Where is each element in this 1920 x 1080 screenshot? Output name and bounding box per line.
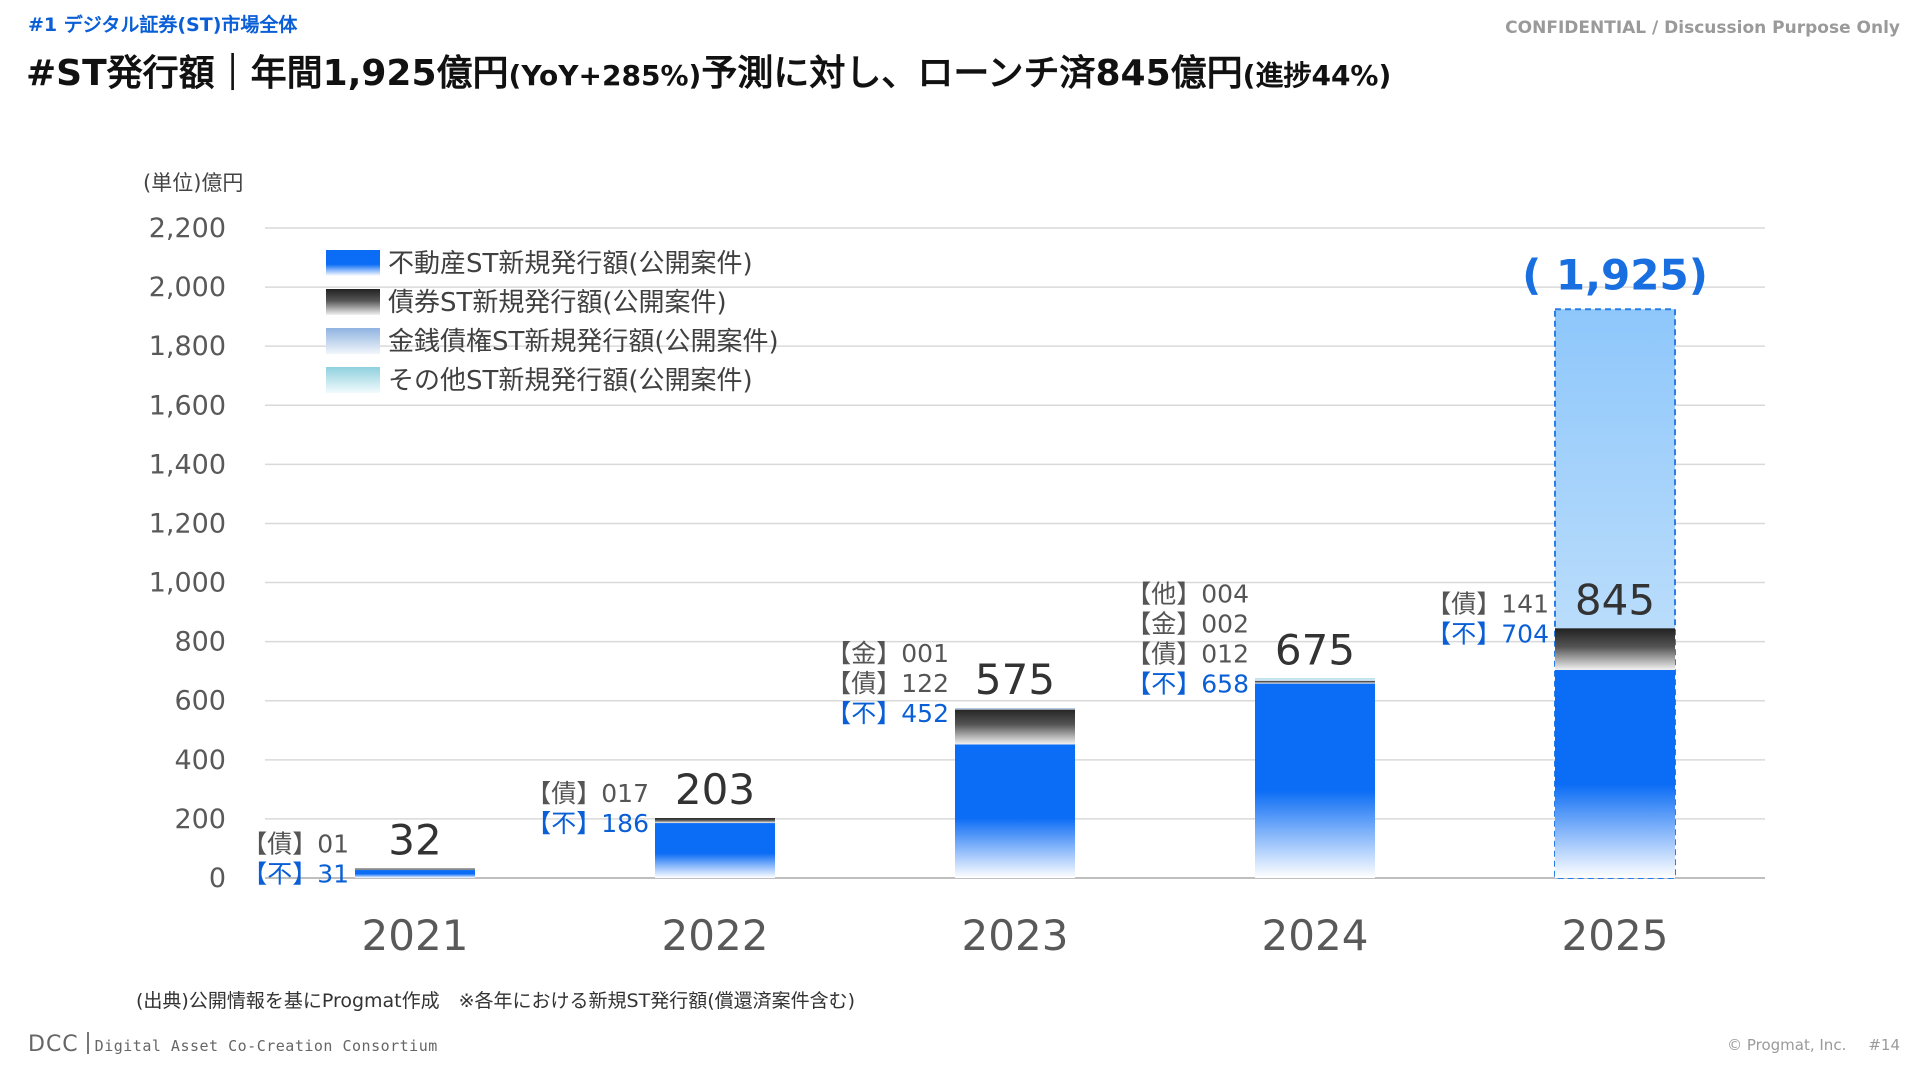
legend-swatch-0 (326, 250, 380, 276)
legend-label-3: その他ST新規発行額(公開案件) (388, 366, 753, 396)
page-title: #ST発行額｜年間1,925億円(YoY+285%)予測に対し、ローンチ済845… (26, 44, 1391, 96)
segment-label-2023: 【金】001 (826, 639, 949, 668)
segment-label-2024: 【債】012 (1126, 639, 1249, 668)
y-tick-label: 1,200 (149, 508, 226, 539)
y-axis-unit-label: (単位)億円 (143, 171, 243, 195)
title-part-3: 予測に対し、ローンチ済845億円 (701, 53, 1243, 94)
y-tick-label: 1,800 (149, 331, 226, 362)
legend-label-1: 債券ST新規発行額(公開案件) (388, 288, 727, 318)
legend-swatch-1 (326, 289, 380, 315)
legend-swatch-3 (326, 367, 380, 393)
y-tick-label: 1,600 (149, 390, 226, 421)
x-tick-label-2024: 2024 (1262, 911, 1369, 960)
legend-label-0: 不動産ST新規発行額(公開案件) (388, 249, 753, 279)
total-label-2022: 203 (675, 765, 755, 814)
y-tick-label: 2,200 (149, 213, 226, 244)
title-part-1: #ST発行額｜年間1,925億円 (26, 53, 509, 94)
y-tick-label: 600 (174, 686, 226, 717)
title-part-4: (進捗44%) (1242, 59, 1392, 92)
dcc-logo: DCC Digital Asset Co-Creation Consortium (28, 1032, 438, 1057)
bar-segment-2024-s2 (1255, 679, 1375, 681)
bar-segment-2024-s3 (1255, 678, 1375, 680)
segment-label-2022: 【不】186 (526, 809, 649, 838)
total-label-2025: 845 (1575, 575, 1655, 624)
forecast-label: ( 1,925) (1522, 250, 1708, 299)
bar-segment-2021-s1 (355, 868, 475, 871)
total-label-2023: 575 (975, 655, 1055, 704)
x-tick-label-2022: 2022 (662, 911, 769, 960)
segment-label-2021: 【債】01 (242, 830, 349, 859)
bar-segment-2021-s0 (355, 868, 475, 878)
total-label-2024: 675 (1275, 625, 1355, 674)
section-tag: #1 デジタル証券(ST)市場全体 (28, 14, 298, 36)
bar-segment-2023-s2 (955, 708, 1075, 710)
logo-divider (86, 1032, 89, 1054)
bar-segment-2025-s0 (1555, 670, 1675, 878)
title-part-2: (YoY+285%) (508, 59, 702, 92)
legend-swatch-2 (326, 328, 380, 354)
total-label-2021: 32 (388, 816, 441, 865)
bar-segment-2024-s0 (1255, 683, 1375, 878)
y-tick-label: 800 (174, 627, 226, 658)
bar-segment-2025-s1 (1555, 628, 1675, 670)
confidential-notice: CONFIDENTIAL / Discussion Purpose Only (1505, 18, 1900, 38)
dcc-logo-text: DCC (28, 1032, 79, 1057)
bar-segment-2023-s1 (955, 708, 1075, 745)
consortium-tagline: Digital Asset Co-Creation Consortium (94, 1037, 438, 1055)
x-tick-label-2025: 2025 (1562, 911, 1669, 960)
y-tick-label: 2,000 (149, 272, 226, 303)
segment-label-2021: 【不】31 (242, 860, 349, 889)
bar-segment-2022-s0 (655, 823, 775, 878)
bar-segment-2024-s1 (1255, 680, 1375, 684)
bar-segment-2022-s1 (655, 818, 775, 824)
copyright: © Progmat, Inc. #14 (1727, 1036, 1900, 1054)
x-tick-label-2021: 2021 (362, 911, 469, 960)
y-tick-label: 0 (209, 863, 226, 894)
y-tick-label: 1,400 (149, 449, 226, 480)
source-note: (出典)公開情報を基にProgmat作成 ※各年における新規ST発行額(償還済案… (136, 990, 856, 1012)
segment-label-2025: 【債】141 (1426, 589, 1549, 618)
y-tick-label: 400 (174, 745, 226, 776)
x-tick-label-2023: 2023 (962, 911, 1069, 960)
segment-label-2024: 【他】004 (1126, 579, 1249, 608)
bar-segment-2023-s0 (955, 744, 1075, 878)
segment-label-2024: 【不】658 (1126, 669, 1249, 698)
segment-label-2024: 【金】002 (1126, 609, 1249, 638)
segment-label-2023: 【債】122 (826, 669, 949, 698)
segment-label-2025: 【不】704 (1426, 619, 1549, 648)
copyright-text: © Progmat, Inc. (1727, 1036, 1847, 1054)
segment-label-2022: 【債】017 (526, 779, 649, 808)
page-number: #14 (1868, 1036, 1900, 1054)
legend-label-2: 金銭債権ST新規発行額(公開案件) (388, 327, 779, 357)
y-tick-label: 1,000 (149, 568, 226, 599)
segment-label-2023: 【不】452 (826, 699, 949, 728)
y-tick-label: 200 (174, 804, 226, 835)
